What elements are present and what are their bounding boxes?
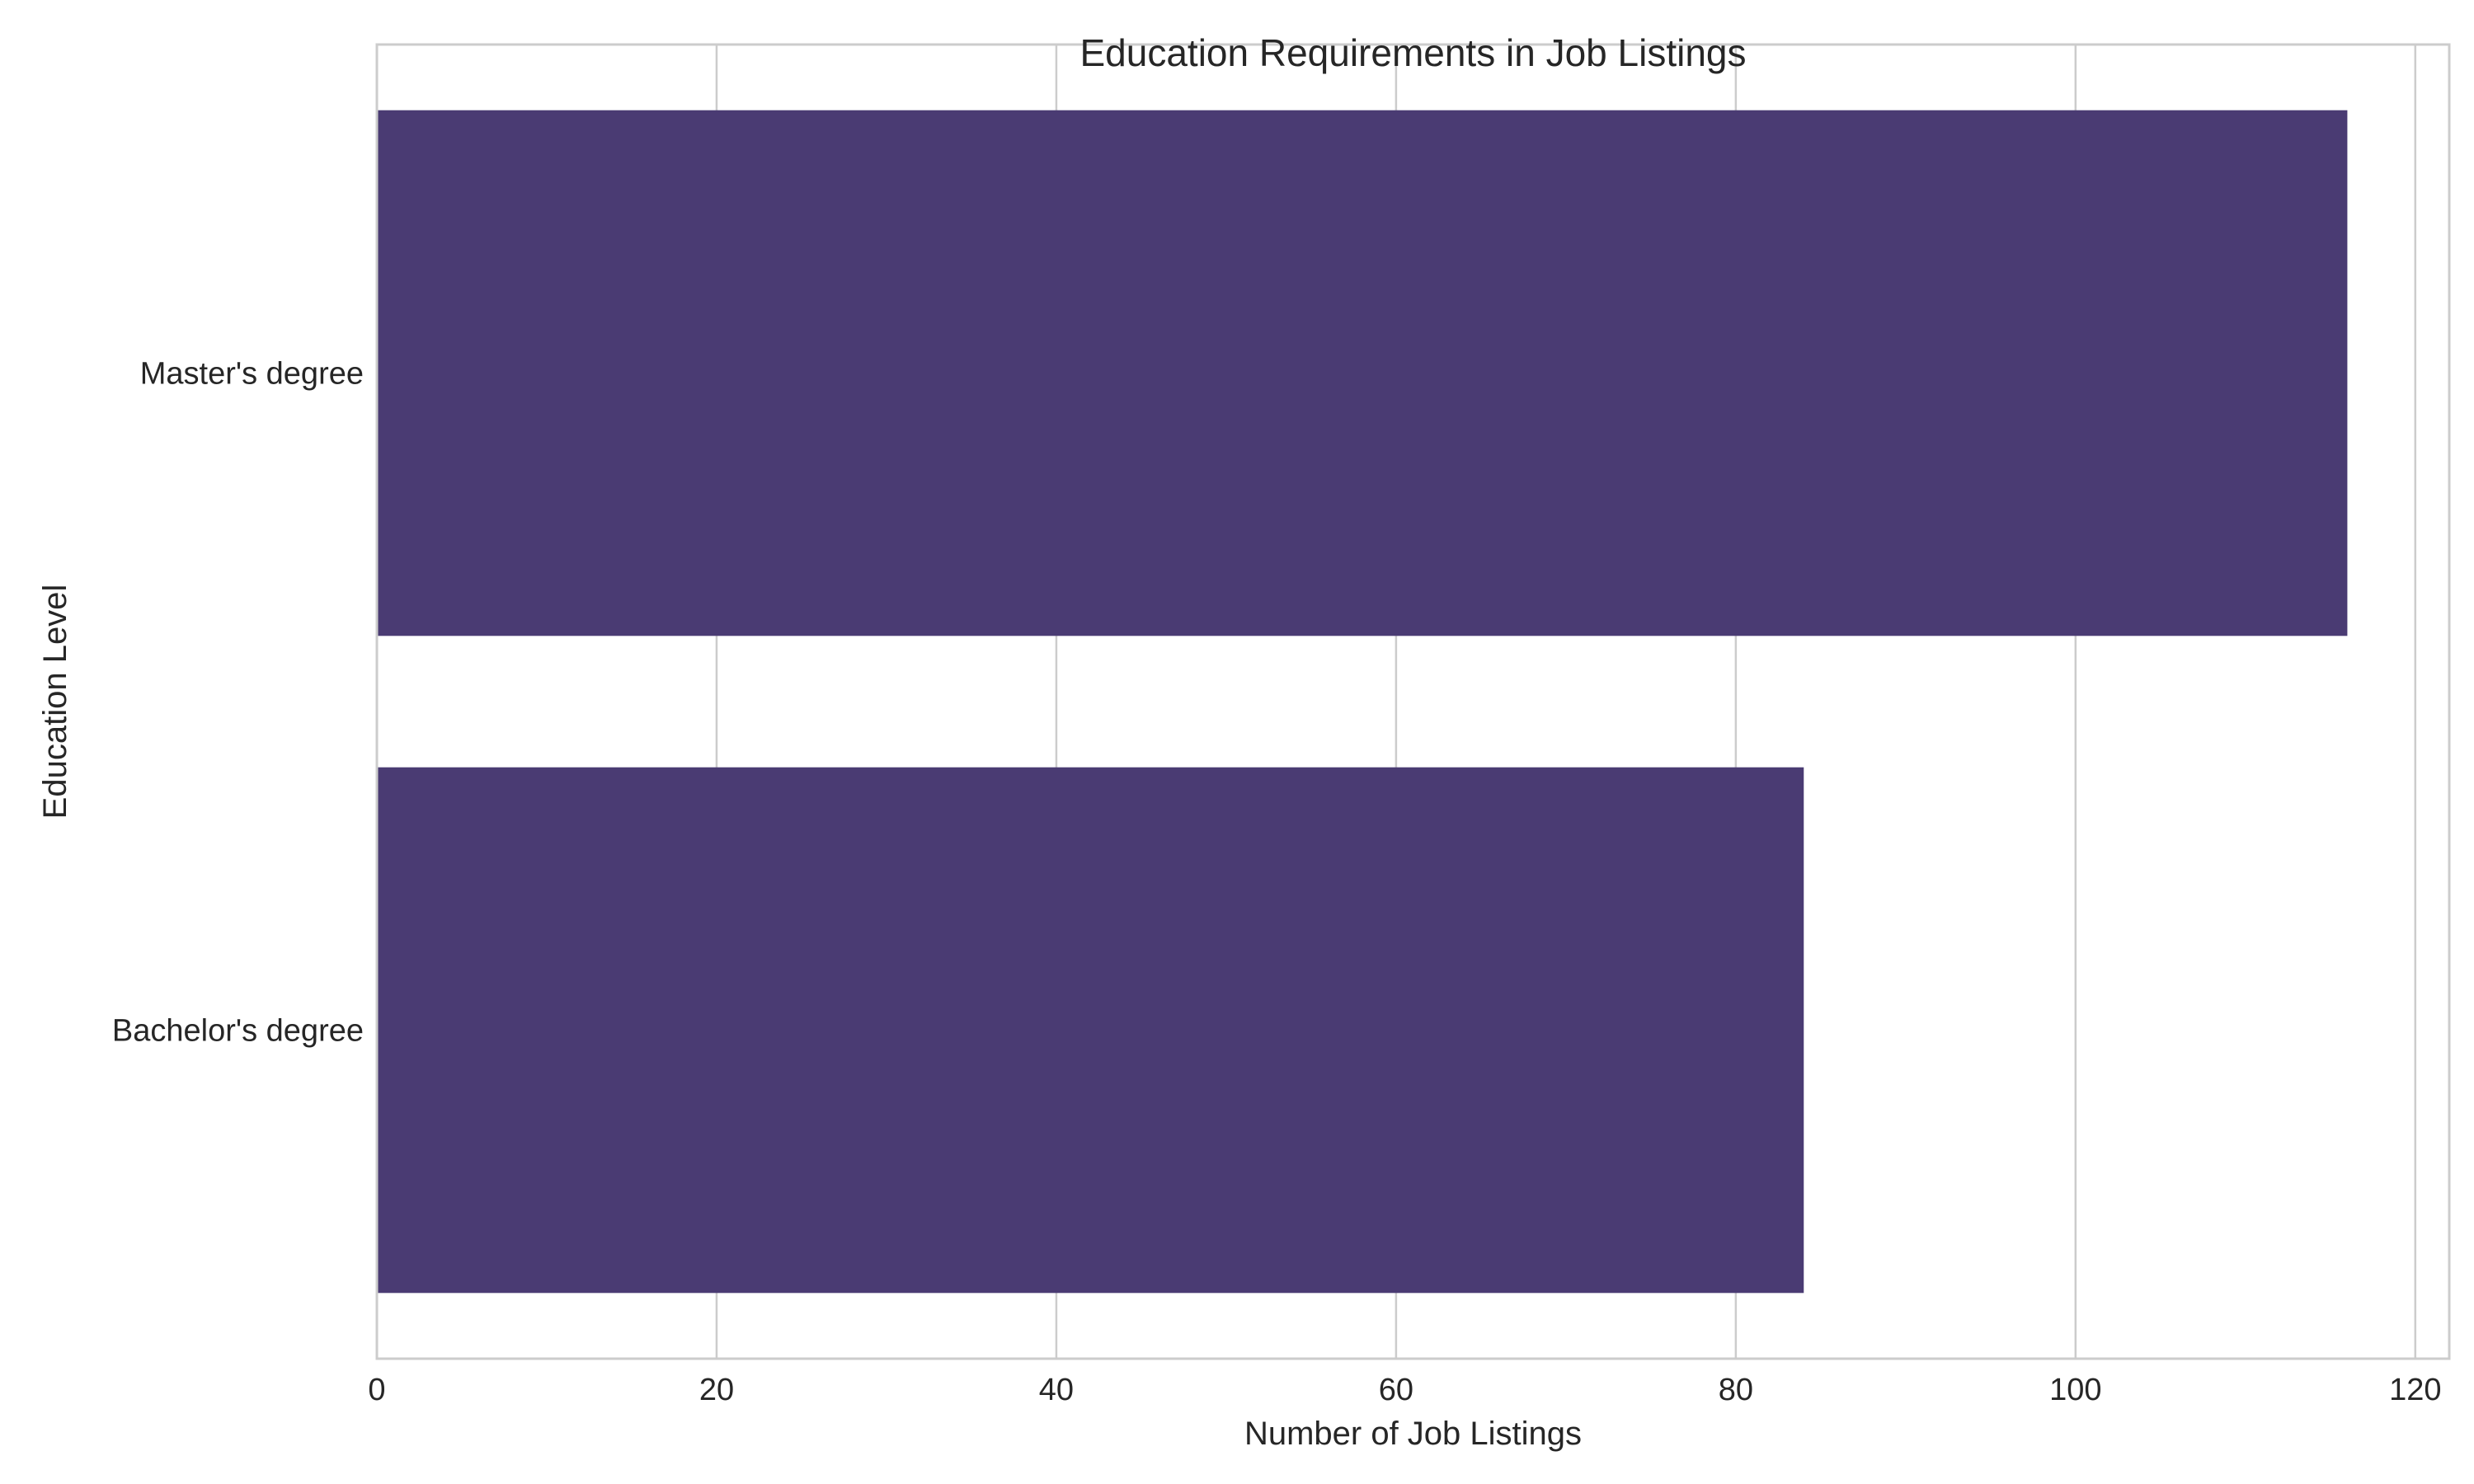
x-tick-labels: 0 20 40 60 80 100 120 [368, 1373, 2441, 1407]
x-tick-label: 60 [1379, 1373, 1413, 1407]
x-axis-label: Number of Job Listings [1244, 1416, 1582, 1452]
x-tick-label: 40 [1039, 1373, 1074, 1407]
x-tick-label: 80 [1719, 1373, 1753, 1407]
chart-title: Education Requirements in Job Listings [1079, 31, 1746, 74]
y-tick-label: Bachelor's degree [112, 1014, 364, 1049]
x-tick-label: 20 [699, 1373, 734, 1407]
bar-bachelor-s-degree [377, 767, 1804, 1294]
x-tick-label: 100 [2049, 1373, 2101, 1407]
plot-frame [375, 43, 2451, 1360]
y-tick-labels: Master's degree Bachelor's degree [112, 357, 364, 1049]
x-tick-label: 0 [368, 1373, 385, 1407]
y-axis-label: Education Level [37, 585, 73, 819]
bar-master-s-degree [377, 110, 2348, 636]
bars [377, 110, 2348, 1294]
y-tick-label: Master's degree [140, 357, 364, 392]
x-tick-label: 120 [2389, 1373, 2441, 1407]
